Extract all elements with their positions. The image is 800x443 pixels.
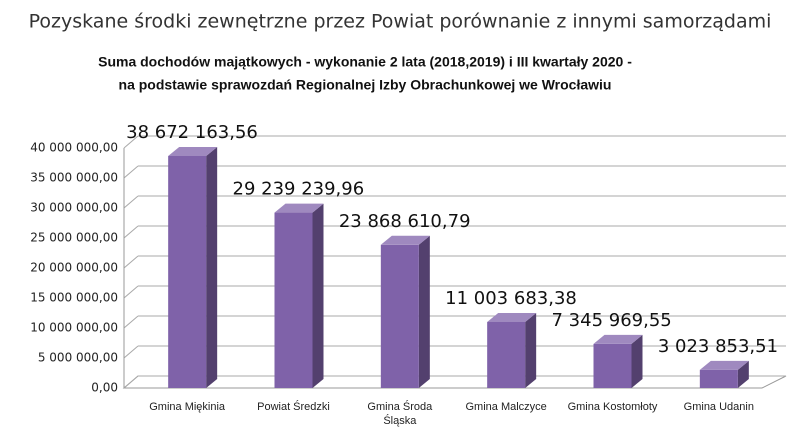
bar (168, 155, 207, 388)
bar (593, 343, 632, 388)
grid-line (123, 375, 139, 389)
y-tick-label: 40 000 000,00 (30, 141, 118, 155)
value-label: 3 023 853,51 (658, 336, 778, 357)
bar-top (274, 203, 324, 213)
y-tick-label: 15 000 000,00 (30, 291, 118, 305)
y-tick-label: 5 000 000,00 (38, 351, 118, 365)
floor (122, 375, 787, 389)
bar-side (525, 312, 537, 388)
grid-line (123, 255, 139, 269)
y-tick-label: 10 000 000,00 (30, 321, 118, 335)
y-tick-label: 25 000 000,00 (30, 231, 118, 245)
y-tick-label: 20 000 000,00 (30, 261, 118, 275)
bar-top (380, 235, 430, 245)
value-label: 11 003 683,38 (445, 288, 577, 309)
bar (487, 321, 526, 388)
grid-line (123, 225, 139, 239)
bar-side (631, 334, 643, 388)
x-tick-label: Gmina Udanin (683, 401, 754, 413)
bar (699, 369, 738, 388)
x-tick-label: Powiat Średzki (257, 401, 330, 413)
x-tick-label: Gmina Miękinia (149, 401, 226, 413)
chart-subtitle: na podstawie sprawozdań Regionalnej Izby… (119, 77, 612, 93)
bar (274, 212, 313, 388)
chart-title: Pozyskane środki zewnętrzne przez Powiat… (29, 11, 772, 33)
bar-side (737, 360, 749, 388)
grid-line (123, 345, 139, 359)
grid-line (123, 315, 139, 329)
bar-top (593, 334, 643, 344)
x-tick-label: Gmina Malczyce (465, 401, 547, 413)
bar-side (206, 146, 218, 388)
value-label: 7 345 969,55 (552, 310, 672, 331)
grid-line (123, 285, 139, 299)
bar-top (487, 312, 537, 322)
grid-line (123, 135, 139, 149)
bar (380, 244, 419, 388)
bar-side (418, 235, 430, 388)
x-tick-label: Gmina Środa Śląska (367, 401, 433, 427)
y-tick-label: 35 000 000,00 (30, 171, 118, 185)
chart-subtitle: Suma dochodów majątkowych - wykonanie 2 … (98, 54, 632, 70)
value-label: 38 672 163,56 (126, 122, 258, 143)
grid-line (123, 195, 139, 209)
value-label: 29 239 239,96 (233, 179, 365, 200)
bar-side (312, 203, 324, 388)
bar-top (699, 360, 749, 370)
bar-top (168, 146, 218, 156)
y-tick-label: 30 000 000,00 (30, 201, 118, 215)
value-label: 23 868 610,79 (339, 211, 471, 232)
y-tick-label: 0,00 (91, 381, 118, 395)
x-tick-label: Gmina Kostomłoty (567, 401, 658, 413)
grid-line (123, 165, 139, 179)
